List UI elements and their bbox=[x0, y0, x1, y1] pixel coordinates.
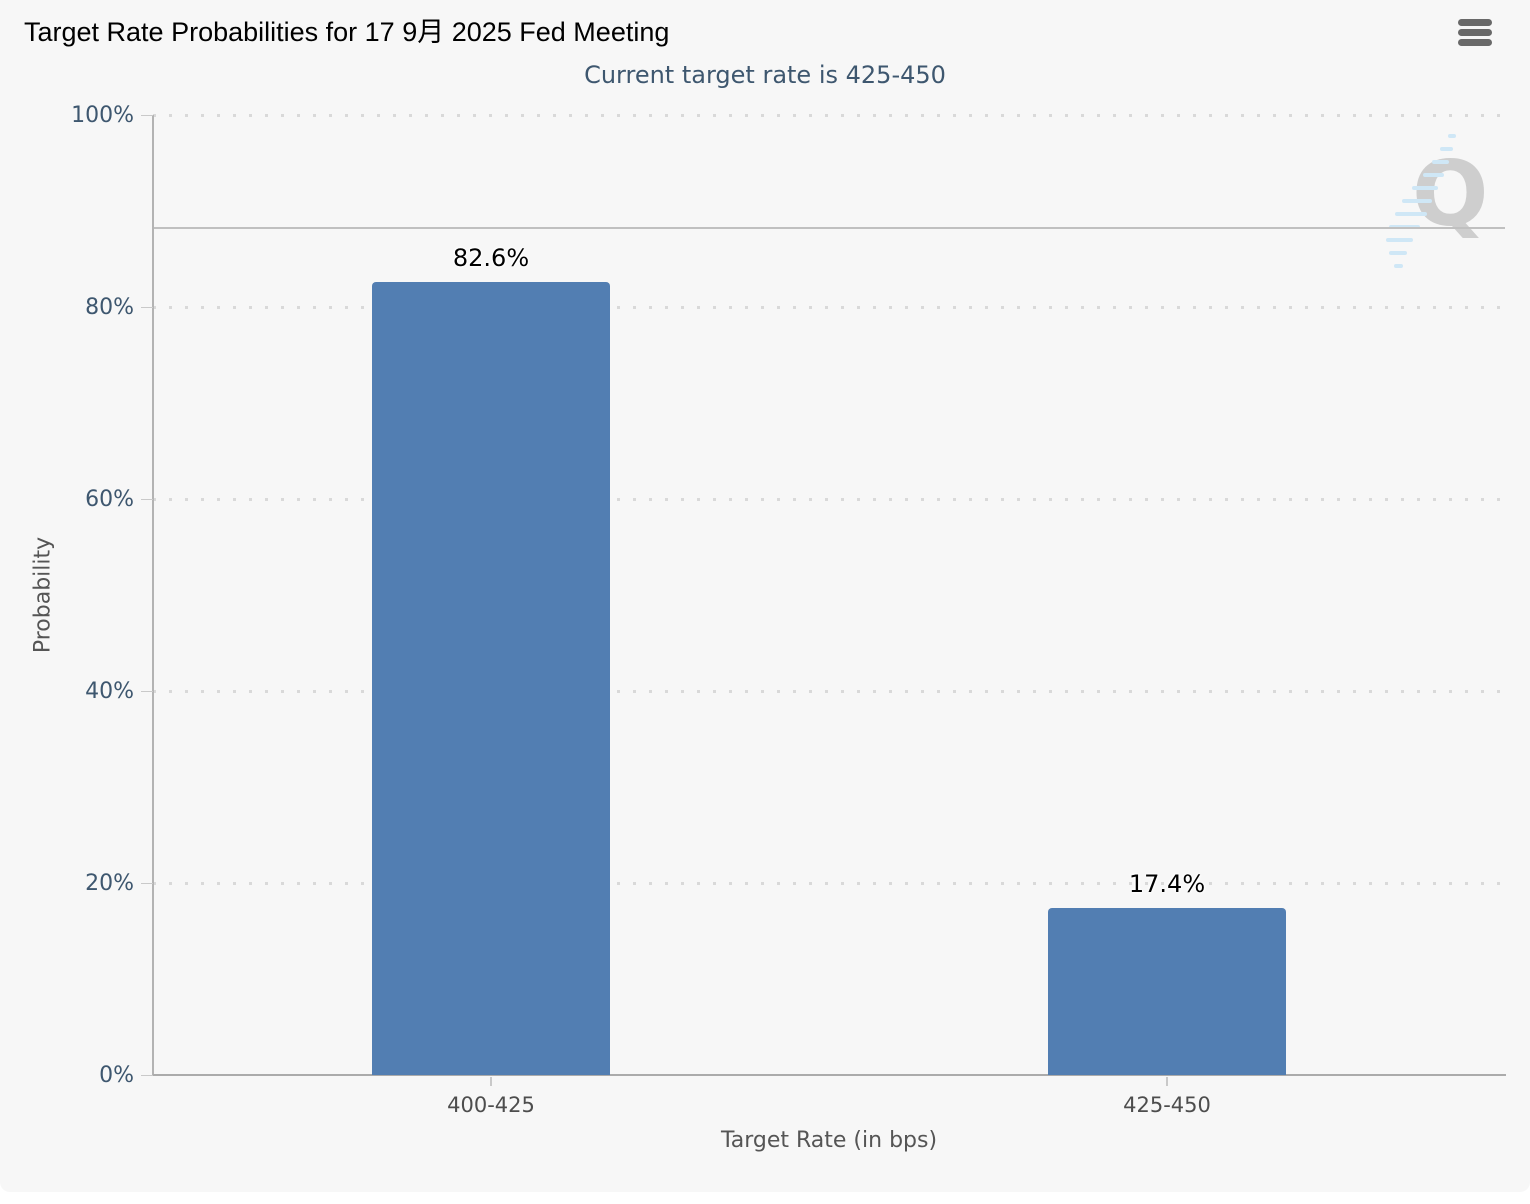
watermark-swoosh-dash bbox=[1386, 238, 1413, 242]
x-axis-line bbox=[153, 1074, 1506, 1076]
watermark-swoosh-dash bbox=[1440, 147, 1453, 151]
watermark-swoosh-dash bbox=[1448, 134, 1456, 138]
watermark-swoosh-dash bbox=[1395, 212, 1427, 216]
chart-context-menu-button[interactable] bbox=[1458, 19, 1498, 53]
hamburger-menu-icon bbox=[1458, 19, 1498, 46]
y-gridline bbox=[153, 114, 1505, 117]
watermark-swoosh-dash bbox=[1394, 264, 1403, 268]
watermark-swoosh-dash bbox=[1432, 160, 1449, 164]
y-axis-title: Probability bbox=[30, 536, 56, 654]
watermark-swoosh-dash bbox=[1389, 251, 1407, 255]
y-axis-tick-label: 60% bbox=[85, 487, 134, 512]
x-axis-title: Target Rate (in bps) bbox=[720, 1128, 938, 1153]
bar-data-label: 17.4% bbox=[1128, 869, 1206, 898]
y-gridline bbox=[153, 306, 1505, 309]
y-axis-tick-label: 0% bbox=[99, 1063, 134, 1088]
y-axis-tick bbox=[141, 499, 153, 500]
watermark-swoosh-dash bbox=[1389, 225, 1420, 229]
y-axis-line bbox=[152, 115, 154, 1075]
y-axis-tick bbox=[141, 307, 153, 308]
y-axis-tick bbox=[141, 883, 153, 884]
chart-title: Target Rate Probabilities for 17 9月 2025… bbox=[24, 17, 670, 47]
chart-subtitle: Current target rate is 425-450 bbox=[584, 61, 946, 89]
probability-bar[interactable] bbox=[1048, 907, 1286, 1075]
x-axis-tick-label: 425-450 bbox=[1123, 1093, 1211, 1117]
plot-area bbox=[153, 115, 1505, 1075]
y-gridline bbox=[153, 882, 1505, 885]
y-axis-tick-label: 80% bbox=[85, 295, 134, 320]
y-axis-tick bbox=[141, 691, 153, 692]
y-axis-tick-label: 40% bbox=[85, 679, 134, 704]
bar-data-label: 82.6% bbox=[452, 244, 530, 273]
x-axis-tick bbox=[1166, 1077, 1168, 1086]
y-axis-tick-label: 20% bbox=[85, 871, 134, 896]
y-axis-tick bbox=[141, 115, 153, 116]
watermark-swoosh-dash bbox=[1412, 186, 1438, 190]
x-axis-tick bbox=[490, 1077, 492, 1086]
quikstrike-q-watermark: Q bbox=[1412, 142, 1489, 247]
watermark-swoosh-dash bbox=[1423, 173, 1444, 177]
probability-bar[interactable] bbox=[372, 282, 610, 1075]
y-gridline bbox=[153, 498, 1505, 501]
x-axis-tick-label: 400-425 bbox=[447, 1093, 535, 1117]
y-axis-tick bbox=[141, 1075, 153, 1076]
y-axis-tick-label: 100% bbox=[71, 103, 134, 128]
watermark-swoosh-dash bbox=[1402, 199, 1432, 203]
y-gridline bbox=[153, 690, 1505, 693]
plot-line bbox=[153, 227, 1505, 230]
